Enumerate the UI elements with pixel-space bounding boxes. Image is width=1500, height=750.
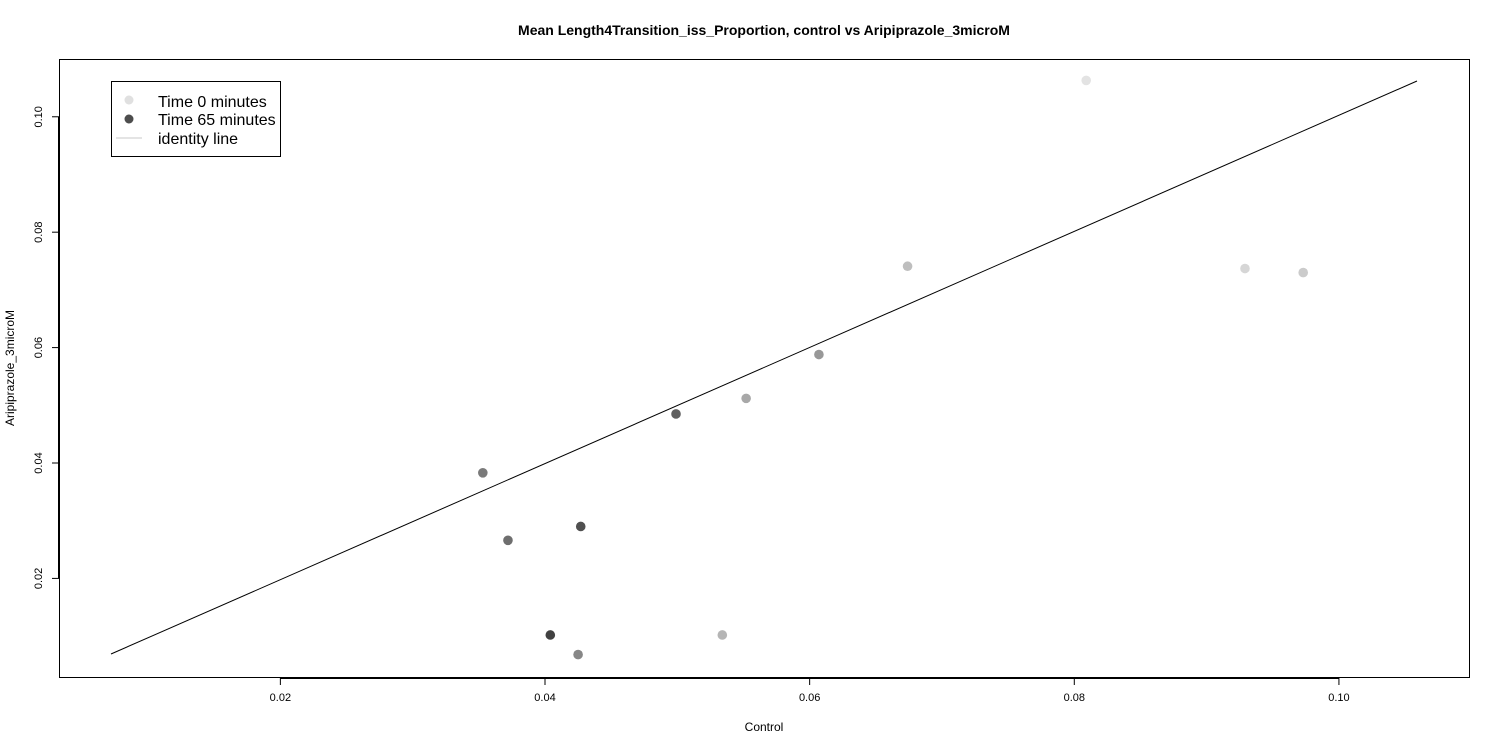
legend-marker-time-65 xyxy=(124,114,134,124)
legend-label-identity-line: identity line xyxy=(158,131,238,148)
data-point xyxy=(1081,75,1091,86)
x-axis: 0.02 0.04 0.06 0.08 0.10 xyxy=(270,678,1350,704)
data-point xyxy=(1240,263,1250,274)
data-points xyxy=(478,75,1309,660)
legend-marker-time-0 xyxy=(124,95,134,105)
data-point xyxy=(573,649,583,660)
data-point xyxy=(478,468,488,478)
data-point xyxy=(671,409,681,419)
y-axis: 0.02 0.04 0.06 0.08 0.10 xyxy=(33,106,59,589)
data-point xyxy=(741,393,751,404)
legend-label-time-0: Time 0 minutes xyxy=(158,94,267,111)
x-tick-label: 0.08 xyxy=(1064,692,1085,704)
data-point xyxy=(503,535,513,546)
x-axis-label: Control xyxy=(745,720,784,734)
data-point xyxy=(814,349,824,360)
plot-area-border xyxy=(59,59,1470,678)
y-tick-label: 0.02 xyxy=(33,568,45,589)
data-point xyxy=(575,521,586,532)
y-axis-label: Aripiprazole_3microM xyxy=(3,310,17,426)
legend: Time 0 minutes Time 65 minutes identity … xyxy=(111,81,281,157)
x-tick-label: 0.02 xyxy=(270,692,291,704)
x-tick-label: 0.04 xyxy=(534,692,555,704)
data-point xyxy=(1298,267,1309,278)
y-tick-label: 0.10 xyxy=(33,106,45,127)
identity-line xyxy=(110,80,1418,655)
legend-box xyxy=(111,81,281,157)
chart-title: Mean Length4Transition_iss_Proportion, c… xyxy=(518,22,1010,38)
y-tick-label: 0.06 xyxy=(33,337,45,358)
legend-label-time-65: Time 65 minutes xyxy=(158,112,276,129)
data-point xyxy=(545,630,556,640)
x-tick-label: 0.10 xyxy=(1328,692,1349,704)
x-tick-label: 0.06 xyxy=(799,692,820,704)
data-point xyxy=(902,261,913,272)
y-tick-label: 0.04 xyxy=(33,452,45,473)
data-point xyxy=(717,630,728,640)
y-tick-label: 0.08 xyxy=(33,221,45,242)
